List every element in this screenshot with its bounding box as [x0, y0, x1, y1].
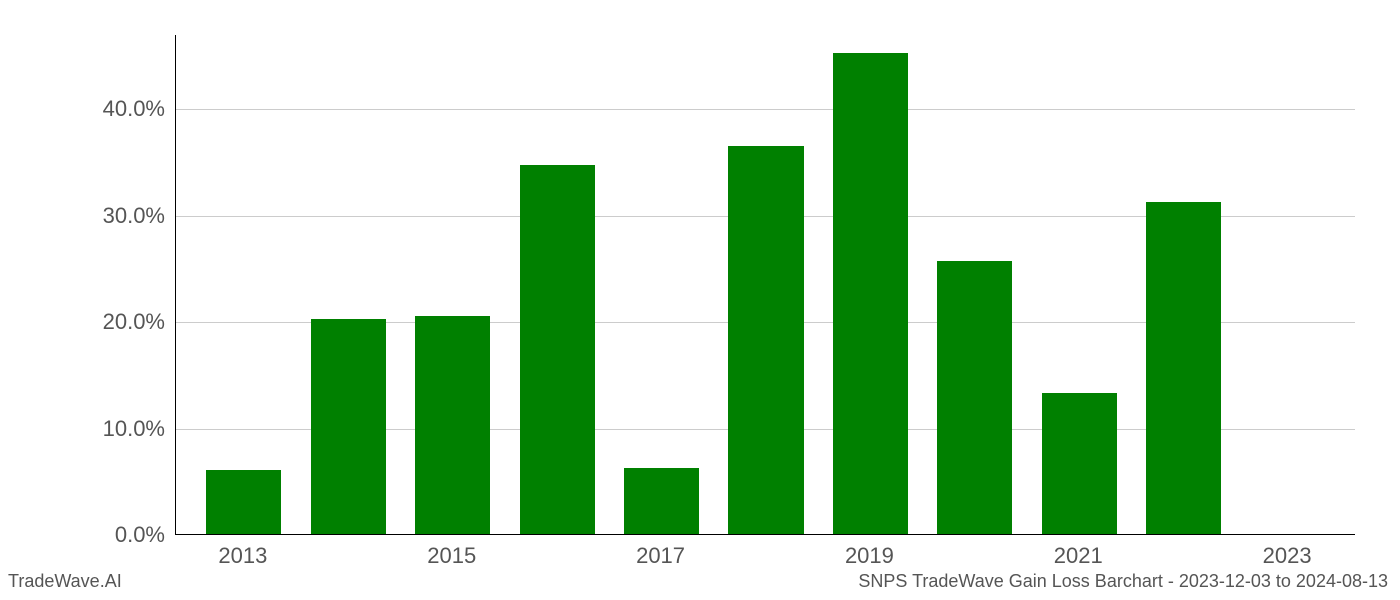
bar — [1146, 202, 1221, 534]
x-tick-label: 2021 — [1054, 543, 1103, 569]
bar — [520, 165, 595, 534]
bar — [311, 319, 386, 534]
bar — [1042, 393, 1117, 534]
bar — [937, 261, 1012, 534]
x-tick-label: 2023 — [1263, 543, 1312, 569]
bar — [833, 53, 908, 534]
x-tick-label: 2017 — [636, 543, 685, 569]
y-tick-label: 20.0% — [103, 309, 165, 335]
x-tick-label: 2015 — [427, 543, 476, 569]
bar — [624, 468, 699, 534]
footer-caption: SNPS TradeWave Gain Loss Barchart - 2023… — [858, 571, 1388, 592]
gridline — [176, 109, 1355, 110]
y-tick-label: 30.0% — [103, 203, 165, 229]
bar — [415, 316, 490, 534]
y-tick-label: 0.0% — [115, 522, 165, 548]
footer-brand: TradeWave.AI — [8, 571, 122, 592]
bar — [728, 146, 803, 534]
bar-chart — [175, 35, 1355, 535]
bar — [206, 470, 281, 534]
y-tick-label: 10.0% — [103, 416, 165, 442]
y-tick-label: 40.0% — [103, 96, 165, 122]
x-tick-label: 2013 — [218, 543, 267, 569]
x-tick-label: 2019 — [845, 543, 894, 569]
plot-area — [175, 35, 1355, 535]
